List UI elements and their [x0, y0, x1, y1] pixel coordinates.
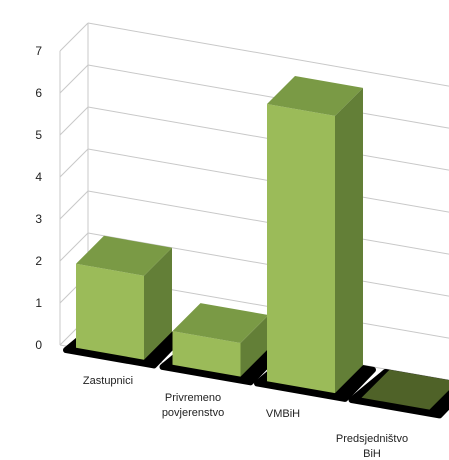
bar-top — [76, 235, 172, 276]
bar-face — [361, 369, 449, 410]
gridline-depth — [59, 190, 89, 220]
y-axis: 0 1 2 3 4 5 6 7 — [35, 44, 42, 352]
y-tick-label: 0 — [35, 338, 42, 352]
y-tick-label: 1 — [35, 296, 42, 310]
bar — [159, 303, 282, 386]
gridline-depth — [59, 64, 89, 94]
bar-side — [144, 247, 172, 360]
x-tick-label: Zastupnici — [83, 375, 133, 387]
y-tick-label: 5 — [35, 128, 42, 142]
bar — [63, 235, 185, 369]
bar — [348, 368, 449, 419]
bar-front — [267, 104, 335, 394]
x-axis: Zastupnici Privremeno povjerenstvo VMBiH Pre… — [83, 375, 408, 460]
x-tick-label: Predsjedništvo BiH — [336, 433, 408, 460]
y-tick-label: 6 — [35, 86, 42, 100]
bar-side — [335, 87, 363, 394]
y-tick-label: 7 — [35, 44, 42, 58]
bar-front — [76, 263, 144, 360]
y-tick-label: 2 — [35, 254, 42, 268]
bar-top — [267, 76, 363, 116]
gridline-depth — [59, 106, 89, 136]
x-tick-label: Privremeno povjerenstvo — [162, 392, 224, 419]
gridline-depth — [59, 22, 89, 52]
gridline — [87, 22, 449, 87]
gridline-depth — [59, 232, 89, 262]
bar-top — [172, 303, 269, 343]
bars — [63, 76, 449, 419]
bar-front — [172, 331, 241, 377]
y-tick-label: 3 — [35, 212, 42, 226]
bar-side — [240, 314, 269, 377]
gridline-depth — [59, 148, 89, 178]
x-tick-label: VMBiH — [266, 408, 300, 420]
bar — [254, 76, 376, 402]
y-tick-label: 4 — [35, 170, 42, 184]
